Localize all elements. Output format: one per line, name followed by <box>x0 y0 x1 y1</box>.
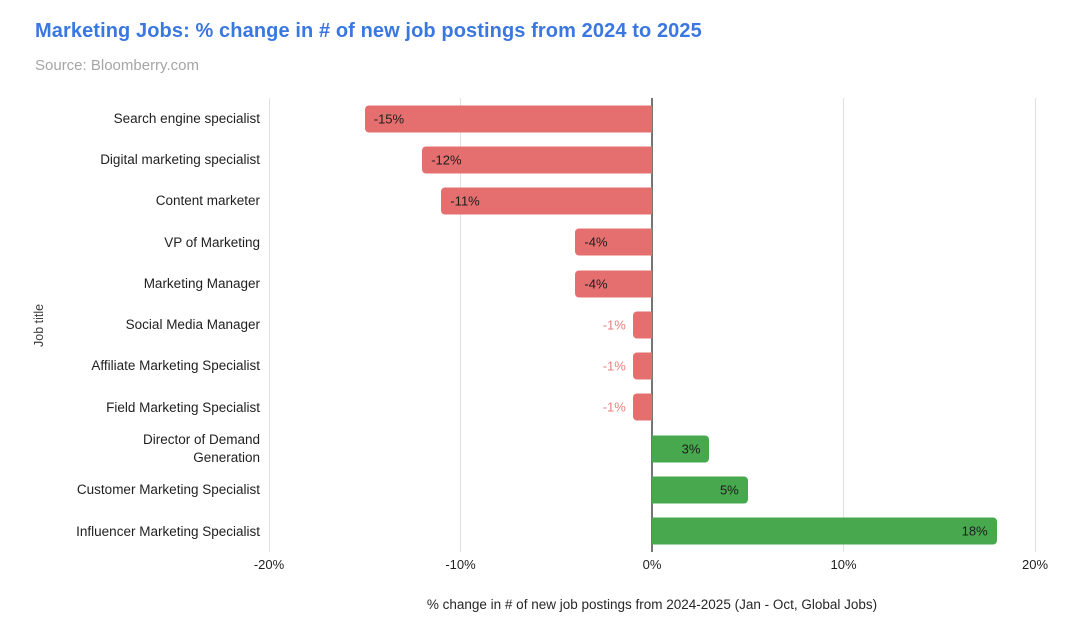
category-label: Customer Marketing Specialist <box>76 482 260 498</box>
bar <box>422 146 652 174</box>
bar-track: -4% <box>269 263 1035 304</box>
category-label: Social Media Manager <box>125 317 260 333</box>
bar-row: VP of Marketing -4% <box>52 222 1035 263</box>
bar-row: Social Media Manager -1% <box>52 304 1035 345</box>
bar-rows: Search engine specialist -15% Digital mark… <box>52 98 1035 552</box>
bar <box>441 187 652 215</box>
bar <box>632 352 652 380</box>
category-label: Influencer Marketing Specialist <box>76 523 260 539</box>
bar-chart: Search engine specialist -15% Digital mark… <box>52 98 1036 552</box>
bar <box>652 435 710 463</box>
bar-track: -11% <box>269 181 1035 222</box>
category-label: Digital marketing specialist <box>100 152 260 168</box>
x-tick-label: -10% <box>445 557 476 572</box>
bar-value-label: -1% <box>602 399 626 415</box>
bar-track: -1% <box>269 346 1035 387</box>
bar-track: -1% <box>269 304 1035 345</box>
category-label: VP of Marketing <box>164 234 260 250</box>
bar-row: Content marketer -11% <box>52 181 1035 222</box>
category-label: Field Marketing Specialist <box>106 399 260 415</box>
bar-row: Customer Marketing Specialist 5% <box>52 469 1035 510</box>
bar-track: 5% <box>269 469 1035 510</box>
bar-value-label: -4% <box>584 276 608 292</box>
bar <box>632 393 652 421</box>
bar-row: Marketing Manager -4% <box>52 263 1035 304</box>
bar-value-label: -1% <box>602 317 626 333</box>
bar <box>575 270 652 298</box>
bar-value-label: -15% <box>373 111 405 127</box>
bar-track: 18% <box>269 511 1035 552</box>
bar-value-label: -12% <box>431 152 462 168</box>
bar-row: Director of Demand Generation 3% <box>52 428 1035 469</box>
x-tick-label: 10% <box>830 557 857 572</box>
x-axis-ticks: -20% -10% 0% 10% 20% <box>254 557 1048 573</box>
chart-source: Source: Bloomberry.com <box>35 57 199 74</box>
x-tick-label: -20% <box>253 557 285 572</box>
bar-row: Field Marketing Specialist -1% <box>52 387 1035 428</box>
bar-value-label: -1% <box>602 358 626 374</box>
y-axis-title: Job title <box>32 303 46 347</box>
bar-value-label: 18% <box>961 523 988 539</box>
bar-value-label: -11% <box>450 193 480 209</box>
chart-title: Marketing Jobs: % change in # of new job… <box>35 20 702 42</box>
category-label: Marketing Manager <box>143 275 260 291</box>
bar-track: -15% <box>269 98 1035 139</box>
x-tick-label: 0% <box>642 557 662 572</box>
x-axis-title: % change in # of new job postings from 2… <box>426 597 878 612</box>
category-label: Director of Demand Generation <box>142 432 260 465</box>
category-label: Affiliate Marketing Specialist <box>91 358 260 374</box>
bar-track: -1% <box>269 387 1035 428</box>
bar <box>652 476 748 504</box>
bar-row: Digital marketing specialist -12% <box>52 139 1035 180</box>
bar-value-label: -4% <box>584 234 608 250</box>
bar-value-label: 5% <box>719 482 739 498</box>
category-label: Content marketer <box>155 193 260 209</box>
category-label: Search engine specialist <box>113 110 260 126</box>
x-tick-label: 20% <box>1021 557 1049 572</box>
bar-row: Search engine specialist -15% <box>52 98 1035 139</box>
bar-row: Influencer Marketing Specialist 18% <box>52 511 1035 552</box>
bar <box>364 105 652 133</box>
bar <box>632 311 652 339</box>
bar-track: -4% <box>269 222 1035 263</box>
bar-value-label: 3% <box>681 441 701 457</box>
bar-row: Affiliate Marketing Specialist -1% <box>52 346 1035 387</box>
bar <box>575 228 652 256</box>
bar-track: 3% <box>269 428 1035 469</box>
bar-track: -12% <box>269 139 1035 180</box>
bar <box>652 517 997 545</box>
